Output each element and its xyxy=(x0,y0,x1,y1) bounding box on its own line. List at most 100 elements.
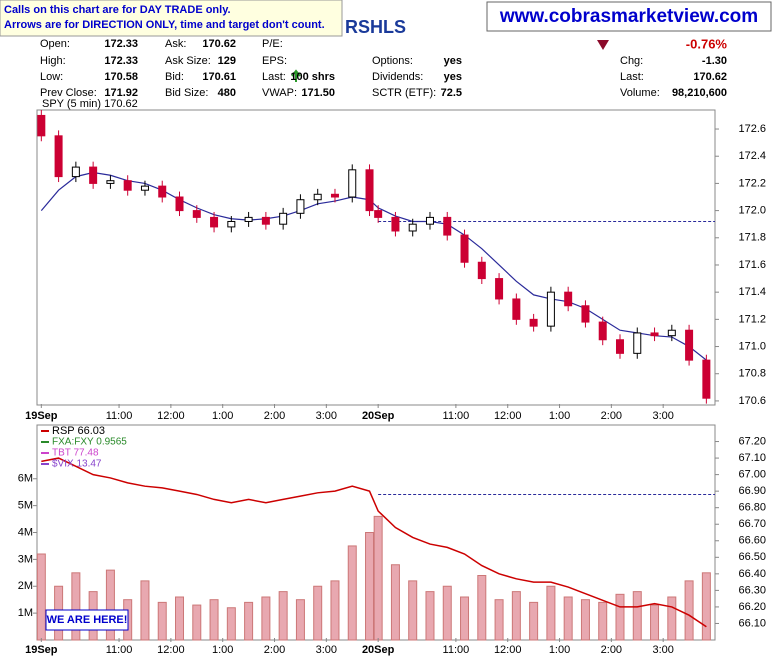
y-tick-label: 172.4 xyxy=(738,150,766,162)
x-tick-label: 11:00 xyxy=(106,410,133,422)
candle-body xyxy=(581,305,590,323)
candle-body xyxy=(374,210,383,218)
candle-body xyxy=(650,332,659,337)
candle-body xyxy=(425,216,434,225)
y-tick-label: 171.4 xyxy=(738,286,766,298)
quote-label: Chg: xyxy=(620,55,643,67)
x-tick-label: 20Sep xyxy=(362,644,395,656)
volume-bar xyxy=(175,596,185,641)
volume-bar xyxy=(408,580,418,641)
candle-body xyxy=(443,216,452,236)
quote-value: yes xyxy=(444,55,462,67)
site-url: www.cobrasmarketview.com xyxy=(499,6,758,27)
y2-tick-label: 66.50 xyxy=(738,551,766,563)
candle-body xyxy=(365,169,374,212)
candle-body xyxy=(348,169,357,198)
quote-value: yes xyxy=(444,71,462,83)
x-tick-label: 1:00 xyxy=(549,644,570,656)
volume-bar xyxy=(425,591,435,641)
candle-body xyxy=(279,212,288,225)
candle-body xyxy=(598,321,607,341)
volume-bar xyxy=(650,604,660,641)
y2-tick-label: 66.70 xyxy=(738,518,766,530)
x-tick-label: 1:00 xyxy=(549,410,570,422)
quote-value: -1.30 xyxy=(702,55,727,67)
quote-label: Ask Size: xyxy=(165,55,211,67)
volume-bar xyxy=(226,607,236,641)
candle-body xyxy=(296,199,305,214)
x-tick-label: 3:00 xyxy=(652,410,673,422)
x-tick-label: 1:00 xyxy=(212,644,233,656)
x-tick-label: 1:00 xyxy=(212,410,233,422)
notice-line: Calls on this chart are for DAY TRADE on… xyxy=(4,4,231,16)
y2-tick-label: 66.20 xyxy=(738,601,766,613)
volume-bar xyxy=(373,515,383,641)
notice-box xyxy=(0,0,343,37)
annotation-box xyxy=(45,609,129,631)
candle-body xyxy=(702,359,711,399)
quote-value: 170.61 xyxy=(202,71,236,83)
volume-bar xyxy=(615,593,625,641)
quote-label: Ask: xyxy=(165,38,186,50)
quote-label: VWAP: xyxy=(262,87,297,99)
candle-body xyxy=(175,196,184,212)
x-tick-label: 12:00 xyxy=(494,644,522,656)
y-tick-label: 1M xyxy=(18,607,33,619)
legend-label: RSP 66.03 xyxy=(52,425,105,437)
y-tick-label: 6M xyxy=(18,473,33,485)
quote-value: 170.62 xyxy=(693,71,727,83)
volume-bar xyxy=(347,545,357,641)
candle-body xyxy=(529,318,538,327)
volume-bar xyxy=(667,596,677,641)
candle-body xyxy=(330,193,339,198)
x-tick-label: 3:00 xyxy=(652,644,673,656)
y-tick-label: 172.0 xyxy=(738,205,766,217)
candle-body xyxy=(564,291,573,307)
candle-body xyxy=(633,332,642,354)
quote-value: 171.50 xyxy=(301,87,335,99)
x-tick-label: 19Sep xyxy=(25,644,58,656)
symbol-title: RSHLS xyxy=(345,17,406,37)
volume-bar xyxy=(442,585,452,641)
volume-bar xyxy=(580,599,590,641)
quote-label: Bid Size: xyxy=(165,87,208,99)
candle-body xyxy=(667,329,676,337)
volume-bar xyxy=(460,596,470,641)
legend-label: $VIX 13.47 xyxy=(52,459,102,470)
candle-body xyxy=(89,166,98,184)
volume-bar xyxy=(598,601,608,641)
quote-label: High: xyxy=(40,55,66,67)
x-tick-label: 2:00 xyxy=(264,410,285,422)
volume-bar xyxy=(701,572,711,641)
x-tick-label: 11:00 xyxy=(106,644,133,656)
quote-label: Last: xyxy=(262,71,286,83)
candle-body xyxy=(391,216,400,232)
candle-body xyxy=(477,261,486,280)
candle-body xyxy=(71,166,80,178)
x-tick-label: 2:00 xyxy=(264,644,285,656)
candle-body xyxy=(227,220,236,228)
candle-body xyxy=(495,278,504,300)
quote-label: EPS: xyxy=(262,55,287,67)
y2-tick-label: 66.10 xyxy=(738,617,766,629)
volume-bar xyxy=(529,601,539,641)
y2-tick-label: 66.90 xyxy=(738,485,766,497)
x-tick-label: 2:00 xyxy=(601,644,622,656)
volume-bar xyxy=(157,601,167,641)
quote-label: Last: xyxy=(620,71,644,83)
moving-average xyxy=(40,171,707,361)
up-arrow-icon xyxy=(291,69,301,82)
y2-tick-label: 67.10 xyxy=(738,452,766,464)
legend-label: FXA:FXY 0.9565 xyxy=(52,437,127,448)
volume-bar xyxy=(36,553,46,641)
candle-body xyxy=(615,339,624,354)
notice-line: Arrows are for DIRECTION ONLY, time and … xyxy=(4,19,325,31)
y2-tick-label: 67.20 xyxy=(738,435,766,447)
y-tick-label: 3M xyxy=(18,553,33,565)
site-box xyxy=(486,1,772,32)
candle-body xyxy=(408,223,417,232)
volume-bar xyxy=(278,591,288,641)
x-tick-label: 3:00 xyxy=(316,410,337,422)
y-tick-label: 4M xyxy=(18,526,33,538)
